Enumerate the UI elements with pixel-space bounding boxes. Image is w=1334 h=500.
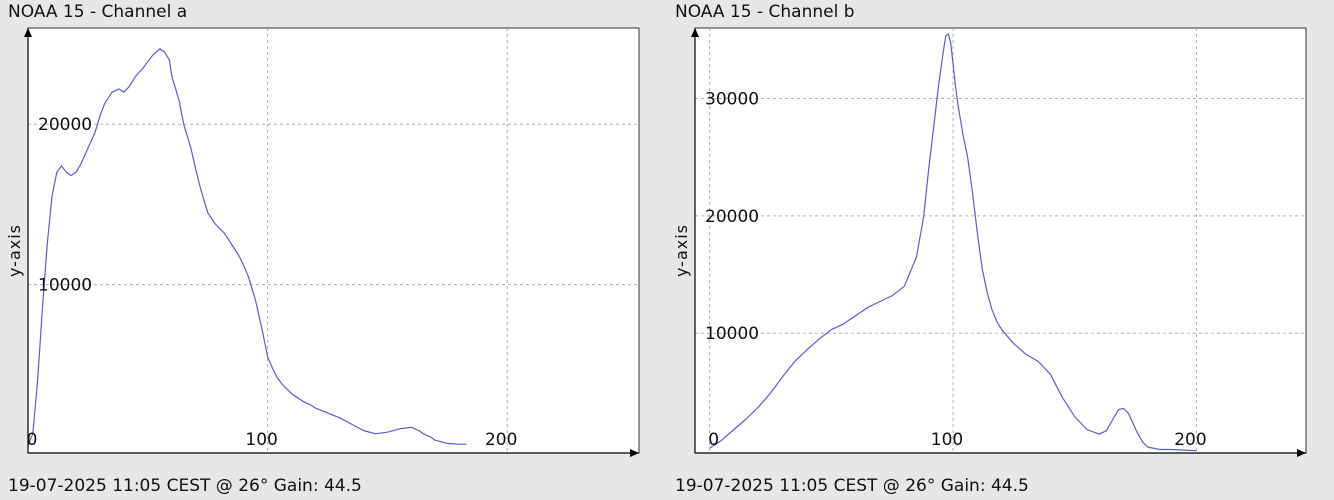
- y-tick-label: 10000: [705, 324, 759, 344]
- y-tick-label: 20000: [38, 115, 92, 135]
- x-tick-label: 200: [1174, 430, 1206, 450]
- series-line: [709, 33, 1197, 452]
- chart-footer: 19-07-2025 11:05 CEST @ 26° Gain: 44.5: [8, 476, 362, 496]
- chart-panel-a: NOAA 15 - Channel a 0 100 200 10000 20000 y-a…: [5, 2, 640, 496]
- chart-title: NOAA 15 - Channel b: [675, 2, 855, 22]
- x-tick-label: 200: [485, 430, 517, 450]
- y-axis-arrow: [24, 28, 32, 37]
- chart-plot-area: 0 100 200 10000 20000 30000 y-axis: [672, 27, 1307, 457]
- chart-footer: 19-07-2025 11:05 CEST @ 26° Gain: 44.5: [675, 476, 1029, 496]
- x-axis-arrow: [1297, 449, 1306, 457]
- y-axis-label: y-axis: [672, 224, 691, 277]
- x-tick-label: 100: [931, 430, 963, 450]
- x-tick-label: 0: [27, 430, 38, 450]
- plot-background: [694, 27, 1307, 454]
- chart-plot-area: 0 100 200 10000 20000 y-axis: [5, 27, 640, 457]
- x-tick-label: 0: [708, 430, 719, 450]
- plot-background: [27, 27, 640, 454]
- x-tick-label: 100: [245, 430, 277, 450]
- x-axis-arrow: [630, 449, 639, 457]
- y-axis-label: y-axis: [5, 224, 24, 277]
- series-line: [27, 48, 467, 446]
- chart-title: NOAA 15 - Channel a: [8, 2, 188, 22]
- y-axis-arrow: [691, 28, 699, 37]
- y-tick-label: 20000: [705, 207, 759, 227]
- chart-panel-b: NOAA 15 - Channel b 0 100 200 10000 20000 300…: [667, 0, 1334, 500]
- y-tick-label: 10000: [38, 276, 92, 296]
- y-tick-label: 30000: [705, 89, 759, 109]
